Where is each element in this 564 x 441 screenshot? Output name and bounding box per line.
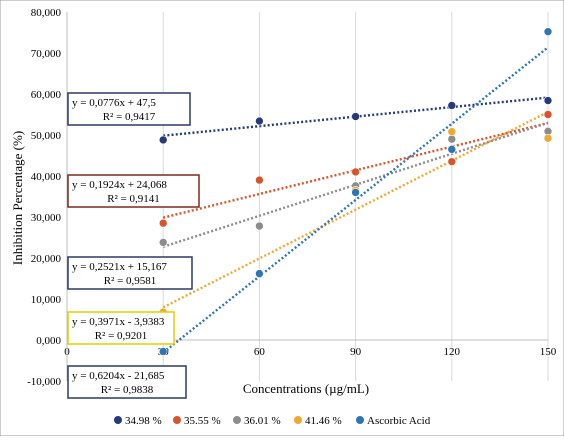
trendline-4	[162, 46, 549, 354]
equation-box-frame	[67, 365, 187, 399]
trendline-r2: R² = 0,9581	[104, 275, 157, 287]
equation-box-frame	[67, 174, 200, 208]
equation-box: y = 0,2521x + 15,167 R² = 0,9581	[67, 256, 193, 290]
y-tick-label: 70,000	[31, 48, 62, 60]
y-tick-label: 10,000	[31, 294, 62, 306]
equation-box: y = 0,6204x - 21,685 R² = 0,9838	[67, 365, 187, 399]
legend-label: 41.46 %	[305, 415, 342, 427]
equation-label-layer: y = 0,0776x + 47,5 R² = 0,9417 y = 0,1924x…	[67, 92, 200, 399]
data-point	[543, 133, 553, 143]
equation-box: y = 0,3971x - 3,9383 R² = 0,9201	[67, 311, 175, 345]
trendline-equation: y = 0,2521x + 15,167	[72, 261, 167, 273]
trendline-r2: R² = 0,9141	[107, 193, 160, 205]
data-point	[543, 110, 553, 119]
equation-box-frame	[67, 92, 191, 126]
equation-box-frame	[67, 311, 175, 345]
y-tick-label: 60,000	[31, 89, 62, 101]
data-point	[447, 145, 457, 154]
legend-item: 41.46 %	[294, 415, 342, 427]
data-point	[255, 221, 264, 231]
legend-item: 34.98 %	[114, 415, 162, 427]
y-tick-label: 40,000	[31, 171, 62, 183]
legend-marker	[356, 416, 364, 424]
data-point	[351, 167, 360, 177]
data-point	[158, 135, 168, 145]
y-tick-label: 80,000	[31, 7, 62, 19]
trendline-r2: R² = 0,9838	[101, 384, 154, 396]
data-point	[447, 157, 457, 166]
legend-label: 36.01 %	[244, 415, 281, 427]
x-tick-label: 150	[540, 346, 557, 358]
data-point	[447, 127, 457, 137]
trendline-3	[162, 110, 549, 309]
trendline-r2: R² = 0,9417	[103, 111, 156, 123]
x-tick-label: 120	[444, 346, 461, 358]
x-tick-label: 60	[254, 346, 266, 358]
data-point	[543, 96, 553, 105]
data-point	[158, 347, 168, 356]
y-axis-title: Inhibition Percentage (%)	[10, 131, 25, 265]
trendline-equation: y = 0,3971x - 3,9383	[72, 316, 165, 328]
y-tick-label: 50,000	[31, 130, 62, 142]
data-point	[351, 188, 360, 197]
legend-label: Ascorbic Acid	[367, 415, 431, 427]
trendline-r2: R² = 0,9201	[95, 330, 148, 342]
y-tick-label: 0,000	[36, 335, 61, 347]
equation-box-frame	[67, 256, 193, 290]
legend-marker	[294, 416, 302, 424]
trendline-equation: y = 0,0776x + 47,5	[72, 97, 156, 109]
y-tick-label: 30,000	[31, 212, 62, 224]
legend: 34.98 % 35.55 % 36.01 % 41.46 % Ascorbic Aci…	[114, 415, 431, 427]
legend-label: 34.98 %	[125, 415, 162, 427]
legend-item: Ascorbic Acid	[356, 415, 431, 427]
x-tick-label: 90	[350, 346, 362, 358]
data-point	[255, 116, 264, 126]
trendline-equation: y = 0,1924x + 24,068	[72, 179, 167, 191]
data-point	[351, 112, 360, 121]
y-tick-label: -10,000	[27, 376, 61, 388]
legend-marker	[173, 416, 181, 424]
axis-layer: 0306090120150-10,0000,00010,00020,00030,…	[27, 7, 557, 388]
legend-item: 35.55 %	[173, 415, 221, 427]
legend-item: 36.01 %	[233, 415, 281, 427]
data-point	[158, 238, 168, 247]
data-point	[255, 175, 264, 185]
data-point	[158, 218, 168, 228]
data-point	[255, 269, 264, 278]
x-axis-title: Concentrations (µg/mL)	[243, 381, 369, 396]
legend-marker	[233, 416, 241, 424]
trendline-equation: y = 0,6204x - 21,685	[72, 370, 165, 382]
data-point	[447, 101, 457, 110]
data-point	[543, 27, 553, 36]
legend-marker	[114, 416, 122, 424]
equation-box: y = 0,1924x + 24,068 R² = 0,9141	[67, 174, 200, 208]
y-tick-label: 20,000	[31, 253, 62, 265]
equation-box: y = 0,0776x + 47,5 R² = 0,9417	[67, 92, 191, 126]
data-point-layer	[158, 27, 553, 356]
data-point	[447, 134, 457, 144]
legend-label: 35.55 %	[184, 415, 221, 427]
